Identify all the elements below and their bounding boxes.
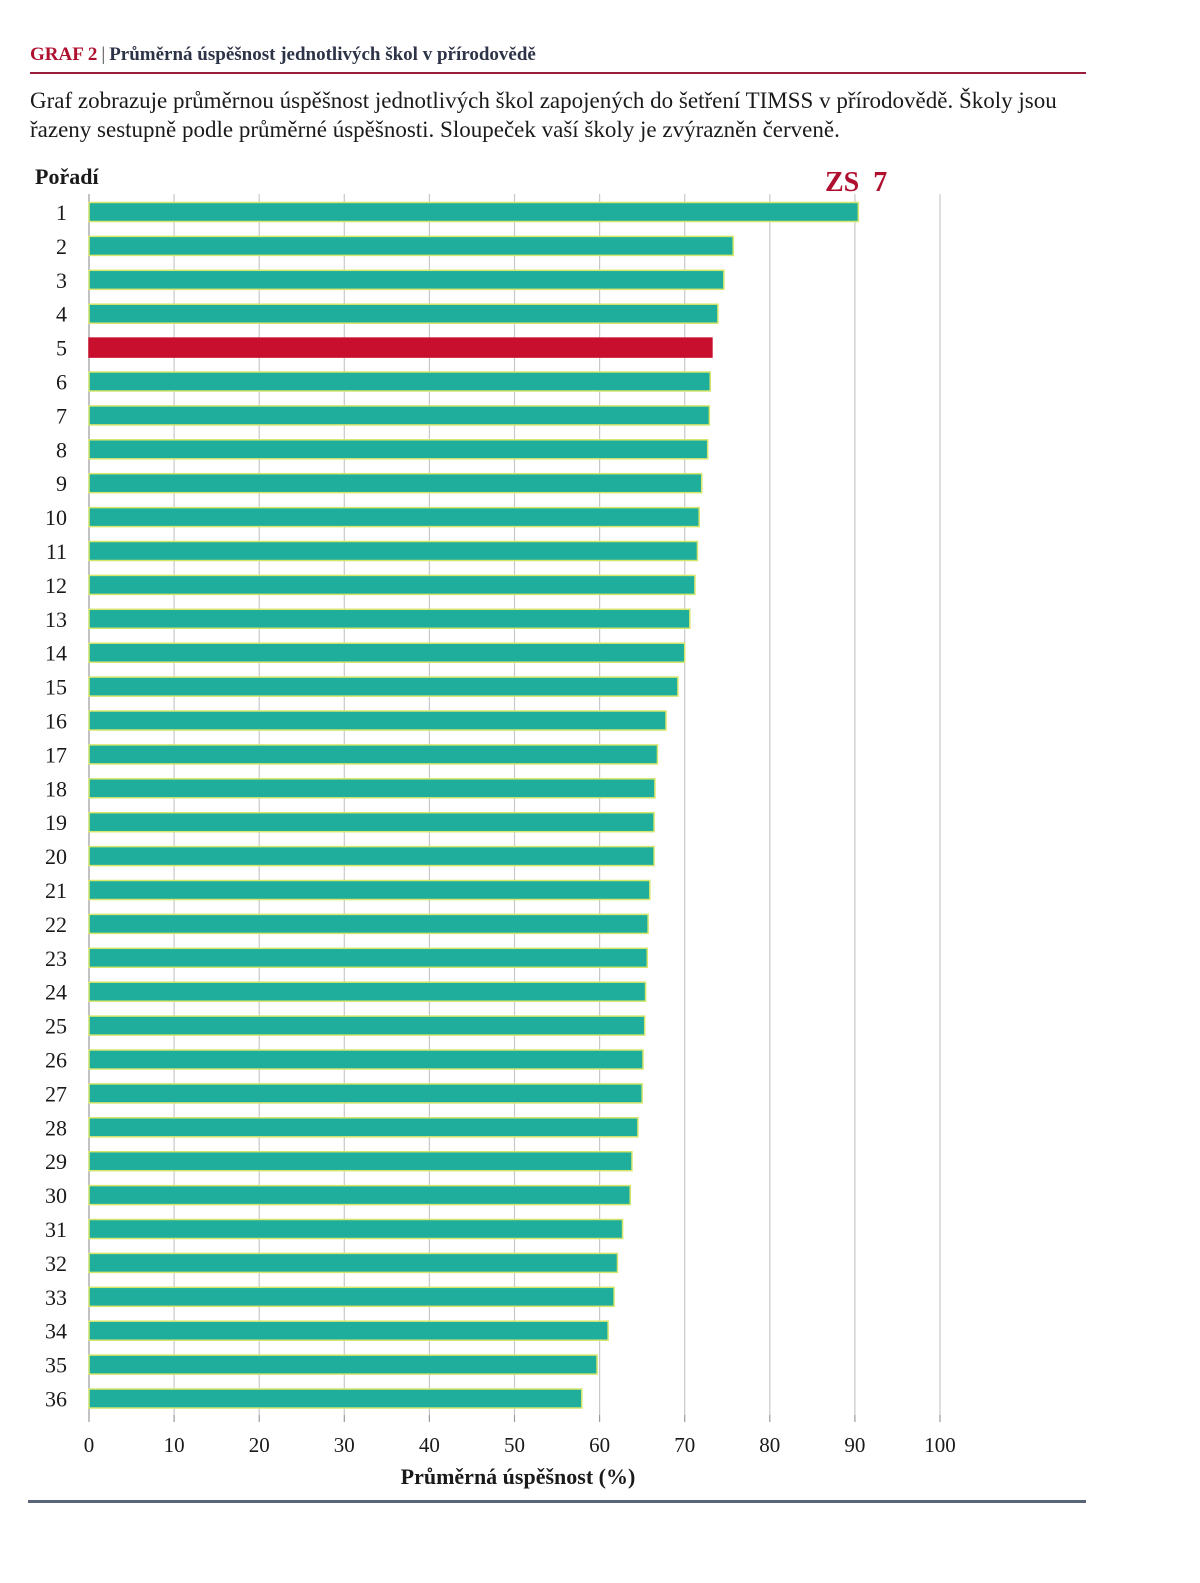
bar: [88, 201, 860, 223]
category-label: 13: [45, 607, 67, 632]
bar: [88, 1354, 598, 1375]
bar: [88, 1150, 633, 1172]
category-label: 6: [56, 370, 67, 395]
category-label: 20: [45, 844, 67, 869]
category-label: 11: [46, 539, 67, 564]
category-label: 16: [45, 709, 67, 734]
category-label: 34: [45, 1319, 67, 1344]
bar: [88, 778, 656, 799]
x-tick-label: 40: [419, 1433, 440, 1457]
category-label: 32: [45, 1251, 67, 1276]
category-label: 14: [45, 641, 67, 666]
category-label: 21: [45, 878, 67, 903]
bar: [88, 913, 649, 935]
bar: [88, 1049, 644, 1070]
bar: [88, 1252, 619, 1274]
category-label: 2: [56, 234, 67, 259]
category-label: 25: [45, 1014, 67, 1039]
bar: [88, 472, 703, 494]
category-label: 30: [45, 1183, 67, 1208]
bar: [88, 1117, 639, 1138]
bar: [88, 710, 667, 731]
category-label: 23: [45, 946, 67, 971]
bar: [88, 676, 679, 697]
bar: [88, 608, 691, 630]
category-label: 28: [45, 1115, 67, 1140]
category-label: 12: [45, 573, 67, 598]
x-tick-label: 10: [164, 1433, 185, 1457]
bar: [88, 744, 659, 765]
category-label: 3: [56, 268, 67, 293]
graph-header: GRAF 2 | Průměrná úspěšnost jednotlivých š…: [30, 44, 1086, 74]
category-label: 26: [45, 1048, 67, 1073]
bar: [88, 506, 700, 528]
category-label: 7: [56, 403, 67, 428]
bar: [88, 303, 719, 324]
bar: [88, 1015, 646, 1036]
x-tick-label: 60: [589, 1433, 610, 1457]
category-label: 33: [45, 1285, 67, 1310]
bar: [88, 811, 655, 833]
category-label: 27: [45, 1081, 67, 1106]
bar: [88, 269, 725, 291]
bar: [88, 574, 696, 596]
bar: [88, 879, 651, 901]
category-label: 18: [45, 776, 67, 801]
school-annotation: ZS 7: [825, 167, 887, 198]
graph-title: Průměrná úspěšnost jednotlivých škol v p…: [109, 44, 536, 65]
category-label: 29: [45, 1149, 67, 1174]
category-label: 15: [45, 675, 67, 700]
x-tick-label: 100: [924, 1433, 956, 1457]
category-label: 36: [45, 1387, 67, 1412]
bar: [88, 981, 647, 1002]
category-label: 19: [45, 810, 67, 835]
x-tick-label: 90: [844, 1433, 865, 1457]
highlighted-bar: [88, 337, 713, 358]
category-label: 4: [56, 302, 67, 327]
bar: [88, 235, 734, 257]
x-tick-label: 30: [334, 1433, 355, 1457]
category-label: 31: [45, 1217, 67, 1242]
header-separator: |: [101, 44, 106, 65]
category-label: 35: [45, 1353, 67, 1378]
category-label: 10: [45, 505, 67, 530]
category-label: 22: [45, 912, 67, 937]
category-label: 24: [45, 980, 67, 1005]
x-tick-label: 20: [249, 1433, 270, 1457]
bar: [88, 371, 711, 392]
bar: [88, 947, 649, 969]
x-tick-label: 70: [674, 1433, 695, 1457]
category-label: 17: [45, 742, 67, 767]
x-tick-label: 0: [84, 1433, 95, 1457]
x-axis-title: Průměrná úspěšnost (%): [401, 1464, 636, 1489]
bar: [88, 1388, 583, 1409]
x-tick-label: 80: [759, 1433, 780, 1457]
category-label: 5: [56, 336, 67, 361]
category-label: 8: [56, 437, 67, 462]
bar: [88, 439, 709, 460]
bar: [88, 845, 655, 867]
bar: [88, 1184, 631, 1206]
graph-number-label: GRAF 2: [30, 44, 98, 65]
bottom-divider: [28, 1500, 1086, 1503]
bar: [88, 1218, 624, 1240]
category-label: 9: [56, 471, 67, 496]
y-axis-title: Pořadí: [35, 164, 99, 189]
bar: [88, 1083, 643, 1104]
bar: [88, 1286, 615, 1308]
bar: [88, 405, 711, 426]
bar: [88, 540, 699, 562]
x-tick-label: 50: [504, 1433, 525, 1457]
graph-description: Graf zobrazuje průměrnou úspěšnost jedno…: [30, 88, 1057, 142]
bar: [88, 1320, 609, 1341]
bar: [88, 642, 686, 663]
category-label: 1: [56, 200, 67, 225]
